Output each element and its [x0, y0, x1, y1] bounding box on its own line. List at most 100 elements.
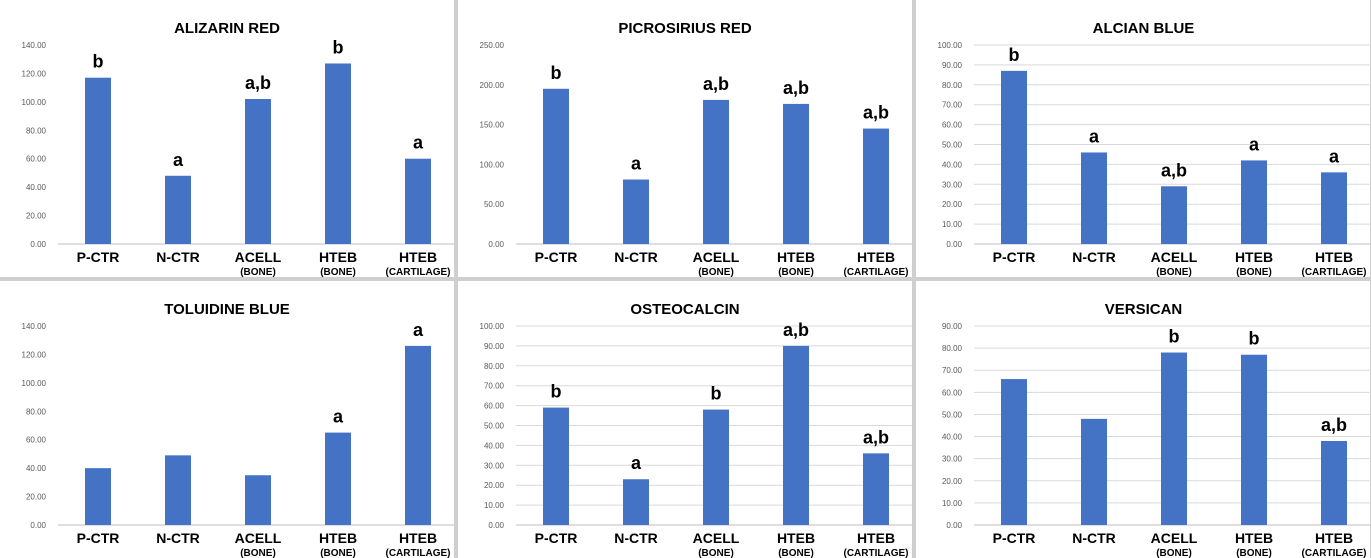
bar — [783, 345, 809, 525]
bar — [623, 479, 649, 525]
y-tick-label: 20.00 — [942, 200, 963, 209]
bar — [1321, 440, 1347, 525]
chart-title: PICROSIRIUS RED — [618, 20, 752, 37]
significance-label: a — [631, 453, 642, 473]
x-category-label: ACELL — [1151, 530, 1198, 546]
x-subcategory-label: (BONE) — [240, 548, 276, 558]
significance-label: a,b — [1161, 160, 1187, 180]
y-tick-label: 10.00 — [942, 220, 963, 229]
x-category-label: P-CTR — [535, 530, 578, 546]
x-category-label: P-CTR — [993, 530, 1036, 546]
x-subcategory-label: (BONE) — [1236, 548, 1272, 558]
x-subcategory-label: (BONE) — [698, 548, 734, 558]
y-tick-label: 30.00 — [942, 455, 963, 464]
x-subcategory-label: (BONE) — [778, 548, 814, 558]
y-tick-label: 80.00 — [942, 81, 963, 90]
y-tick-label: 20.00 — [484, 481, 505, 490]
x-subcategory-label: (BONE) — [320, 267, 356, 277]
y-tick-label: 70.00 — [942, 366, 963, 375]
bar — [85, 468, 111, 525]
panel-alizarin-red: ALIZARIN RED 0.00 20.00 40.00 60.00 80.00 100.… — [0, 0, 454, 277]
y-tick-label: 40.00 — [942, 433, 963, 442]
significance-label: a — [333, 407, 344, 427]
y-tick-label: 40.00 — [942, 160, 963, 169]
significance-label: a,b — [863, 427, 889, 447]
significance-label: a,b — [783, 78, 809, 98]
chart-title: ALIZARIN RED — [174, 20, 280, 37]
significance-label: a — [413, 320, 424, 340]
x-subcategory-label: (BONE) — [240, 267, 276, 277]
x-category-label: HTEB — [319, 530, 357, 546]
x-category-label: P-CTR — [535, 249, 578, 265]
bar — [165, 175, 191, 244]
bar — [1001, 70, 1027, 245]
y-tick-label: 150.00 — [480, 121, 505, 130]
significance-label: a — [1249, 134, 1260, 154]
chart-svg: OSTEOCALCIN 0.00 10.00 20.00 30.00 40.00 50.00… — [480, 301, 912, 558]
x-category-label: N-CTR — [614, 249, 658, 265]
y-tick-label: 90.00 — [484, 342, 505, 351]
y-tick-label: 60.00 — [26, 436, 47, 445]
bar — [325, 63, 351, 244]
x-subcategory-label: (BONE) — [1236, 267, 1272, 277]
y-tick-label: 80.00 — [484, 362, 505, 371]
y-tick-label: 0.00 — [946, 240, 962, 249]
bar — [1081, 418, 1107, 525]
y-tick-label: 140.00 — [22, 41, 47, 50]
y-tick-label: 20.00 — [942, 477, 963, 486]
x-subcategory-label: (CARTILAGE) — [1302, 548, 1367, 558]
y-tick-label: 20.00 — [26, 493, 47, 502]
bar — [1241, 160, 1267, 244]
x-subcategory-label: (BONE) — [1156, 548, 1192, 558]
significance-label: b — [551, 63, 562, 83]
significance-label: b — [1169, 327, 1180, 347]
x-subcategory-label: (CARTILAGE) — [386, 267, 451, 277]
y-tick-label: 80.00 — [26, 407, 47, 416]
x-subcategory-label: (BONE) — [778, 267, 814, 277]
y-tick-label: 0.00 — [946, 521, 962, 530]
significance-label: b — [333, 37, 344, 57]
x-category-label: ACELL — [693, 249, 740, 265]
significance-label: b — [93, 52, 104, 72]
bar — [703, 99, 729, 244]
x-category-label: HTEB — [1235, 530, 1273, 546]
y-tick-label: 250.00 — [480, 41, 505, 50]
x-category-label: N-CTR — [1072, 530, 1116, 546]
y-tick-label: 100.00 — [480, 322, 505, 331]
chart-svg: PICROSIRIUS RED 0.00 50.00 100.00 150.00 200.… — [480, 20, 912, 277]
y-tick-label: 50.00 — [484, 200, 505, 209]
significance-label: a,b — [245, 73, 271, 93]
y-tick-label: 10.00 — [484, 501, 505, 510]
y-tick-label: 120.00 — [22, 350, 47, 359]
significance-label: b — [1249, 329, 1260, 349]
bar — [85, 77, 111, 244]
significance-label: a,b — [863, 103, 889, 123]
x-category-label: HTEB — [1235, 249, 1273, 265]
panel-toluidine-blue: TOLUIDINE BLUE 0.00 20.00 40.00 60.00 80.00 10… — [0, 281, 454, 558]
significance-label: a — [413, 133, 424, 153]
x-subcategory-label: (CARTILAGE) — [844, 267, 909, 277]
y-tick-label: 0.00 — [488, 521, 504, 530]
x-category-label: HTEB — [319, 249, 357, 265]
chart-svg: TOLUIDINE BLUE 0.00 20.00 40.00 60.00 80.00 10… — [22, 301, 454, 558]
chart-svg: ALCIAN BLUE 0.00 10.00 20.00 30.00 40.00 50.00… — [938, 20, 1371, 277]
significance-label: a,b — [1321, 415, 1347, 435]
panel-picrosirius-red: PICROSIRIUS RED 0.00 50.00 100.00 150.00 200.… — [458, 0, 912, 277]
y-tick-label: 70.00 — [942, 101, 963, 110]
y-tick-label: 30.00 — [942, 180, 963, 189]
y-tick-label: 10.00 — [942, 499, 963, 508]
bar — [863, 453, 889, 525]
chart-title: TOLUIDINE BLUE — [164, 301, 290, 318]
y-tick-label: 60.00 — [484, 402, 505, 411]
y-tick-label: 0.00 — [488, 240, 504, 249]
x-category-label: N-CTR — [614, 530, 658, 546]
y-tick-label: 30.00 — [484, 461, 505, 470]
bar — [543, 407, 569, 525]
chart-svg: ALIZARIN RED 0.00 20.00 40.00 60.00 80.00 100.… — [22, 20, 454, 277]
x-category-label: HTEB — [777, 530, 815, 546]
y-tick-label: 20.00 — [26, 212, 47, 221]
bar — [245, 475, 271, 525]
y-tick-label: 120.00 — [22, 69, 47, 78]
x-subcategory-label: (CARTILAGE) — [386, 548, 451, 558]
